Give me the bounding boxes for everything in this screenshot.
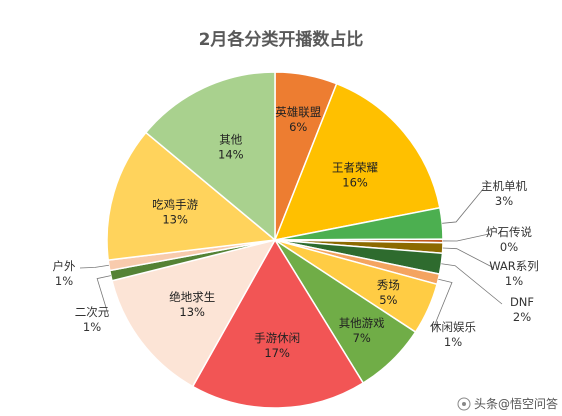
slice-percent-label: 13% [179, 305, 205, 319]
slice-13 [106, 131, 277, 261]
chart-title: 2月各分类开播数占比 [199, 29, 364, 50]
slice-label: 其他 [219, 133, 242, 147]
slice-label: 秀场 [377, 278, 400, 292]
slice-9 [191, 238, 365, 409]
slice-percent-label: 14% [218, 148, 244, 162]
slice-label: DNF [510, 295, 534, 309]
watermark-text: 头条@悟空问答 [474, 396, 558, 411]
slice-percent-label: 17% [264, 346, 290, 360]
slice-percent-label: 1% [83, 320, 101, 334]
leader-line [79, 264, 109, 269]
slice-1 [273, 82, 441, 241]
leader-line [96, 275, 111, 315]
slice-label: 王者荣耀 [332, 160, 378, 174]
slice-label: 户外 [53, 259, 76, 273]
leader-line [432, 278, 453, 330]
slice-10 [111, 238, 277, 388]
slice-label: 主机单机 [481, 179, 527, 193]
pie-slices [106, 71, 444, 409]
slice-percent-label: 2% [513, 310, 531, 324]
leader-line [442, 187, 485, 224]
watermark-logo-dot [462, 402, 466, 406]
slice-label: 炉石传说 [486, 225, 532, 239]
slice-percent-label: 6% [289, 120, 307, 134]
slice-14 [144, 71, 276, 242]
leader-line [442, 247, 495, 269]
slice-percent-label: 1% [505, 274, 523, 288]
slice-percent-label: 1% [55, 274, 73, 288]
slice-percent-label: 13% [162, 212, 188, 226]
slice-label: 二次元 [75, 305, 110, 319]
slice-label: 英雄联盟 [275, 105, 321, 119]
leader-lines [79, 187, 503, 330]
slice-label: 吃鸡手游 [152, 197, 198, 211]
slice-label: 休闲娱乐 [430, 320, 476, 334]
slice-percent-label: 0% [500, 240, 518, 254]
slice-percent-label: 16% [342, 175, 368, 189]
slice-label: WAR系列 [489, 259, 539, 273]
slice-label: 手游休闲 [254, 331, 300, 345]
slice-label: 其他游戏 [339, 316, 385, 330]
slice-percent-label: 7% [353, 331, 371, 345]
leader-line [442, 233, 490, 242]
slice-percent-label: 3% [495, 194, 513, 208]
slice-percent-label: 1% [444, 335, 462, 349]
slice-percent-label: 5% [379, 293, 397, 307]
leader-line [441, 263, 503, 305]
watermark: 头条@悟空问答 [457, 396, 558, 411]
slice-label: 绝地求生 [169, 290, 215, 304]
watermark-logo-icon [457, 397, 471, 411]
